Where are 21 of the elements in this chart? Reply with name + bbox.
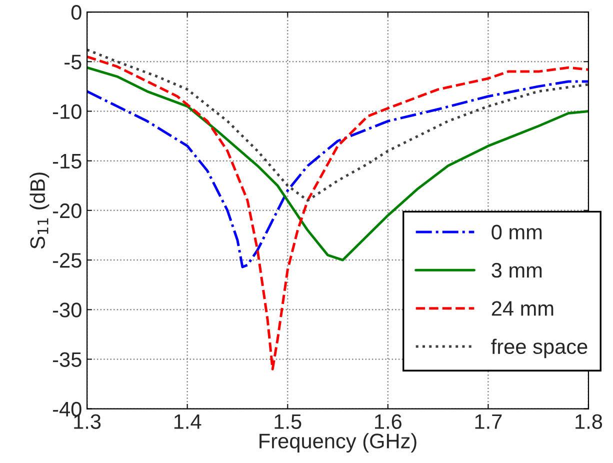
y-tick-label: -35 [53, 352, 82, 367]
legend-label: 0 mm [492, 224, 542, 240]
legend-label: 24 mm [492, 301, 554, 316]
x-axis-title: Frequency (GHz) [260, 433, 416, 453]
x-tick-label: 1.7 [475, 414, 502, 429]
x-tick-label: 1.4 [174, 414, 202, 429]
legend-label: 3 mm [492, 262, 542, 278]
line-series [87, 48, 588, 202]
line-series [87, 55, 588, 370]
legend-label: free space [491, 338, 588, 358]
x-tick-label: 1.8 [576, 414, 602, 429]
y-tick-label: -10 [53, 104, 82, 119]
y-tick-label: -25 [53, 253, 82, 268]
y-axis-title: S$_{11}$ (dB) [30, 172, 50, 249]
y-tick-label: -5 [64, 54, 82, 70]
y-tick-label: -20 [53, 203, 82, 218]
x-tick-label: 1.5 [274, 414, 302, 429]
y-tick-label: 0 [71, 5, 82, 20]
y-tick-label: -30 [53, 302, 82, 318]
x-tick-label: 1.6 [375, 414, 402, 429]
y-tick-label: -15 [53, 154, 82, 169]
